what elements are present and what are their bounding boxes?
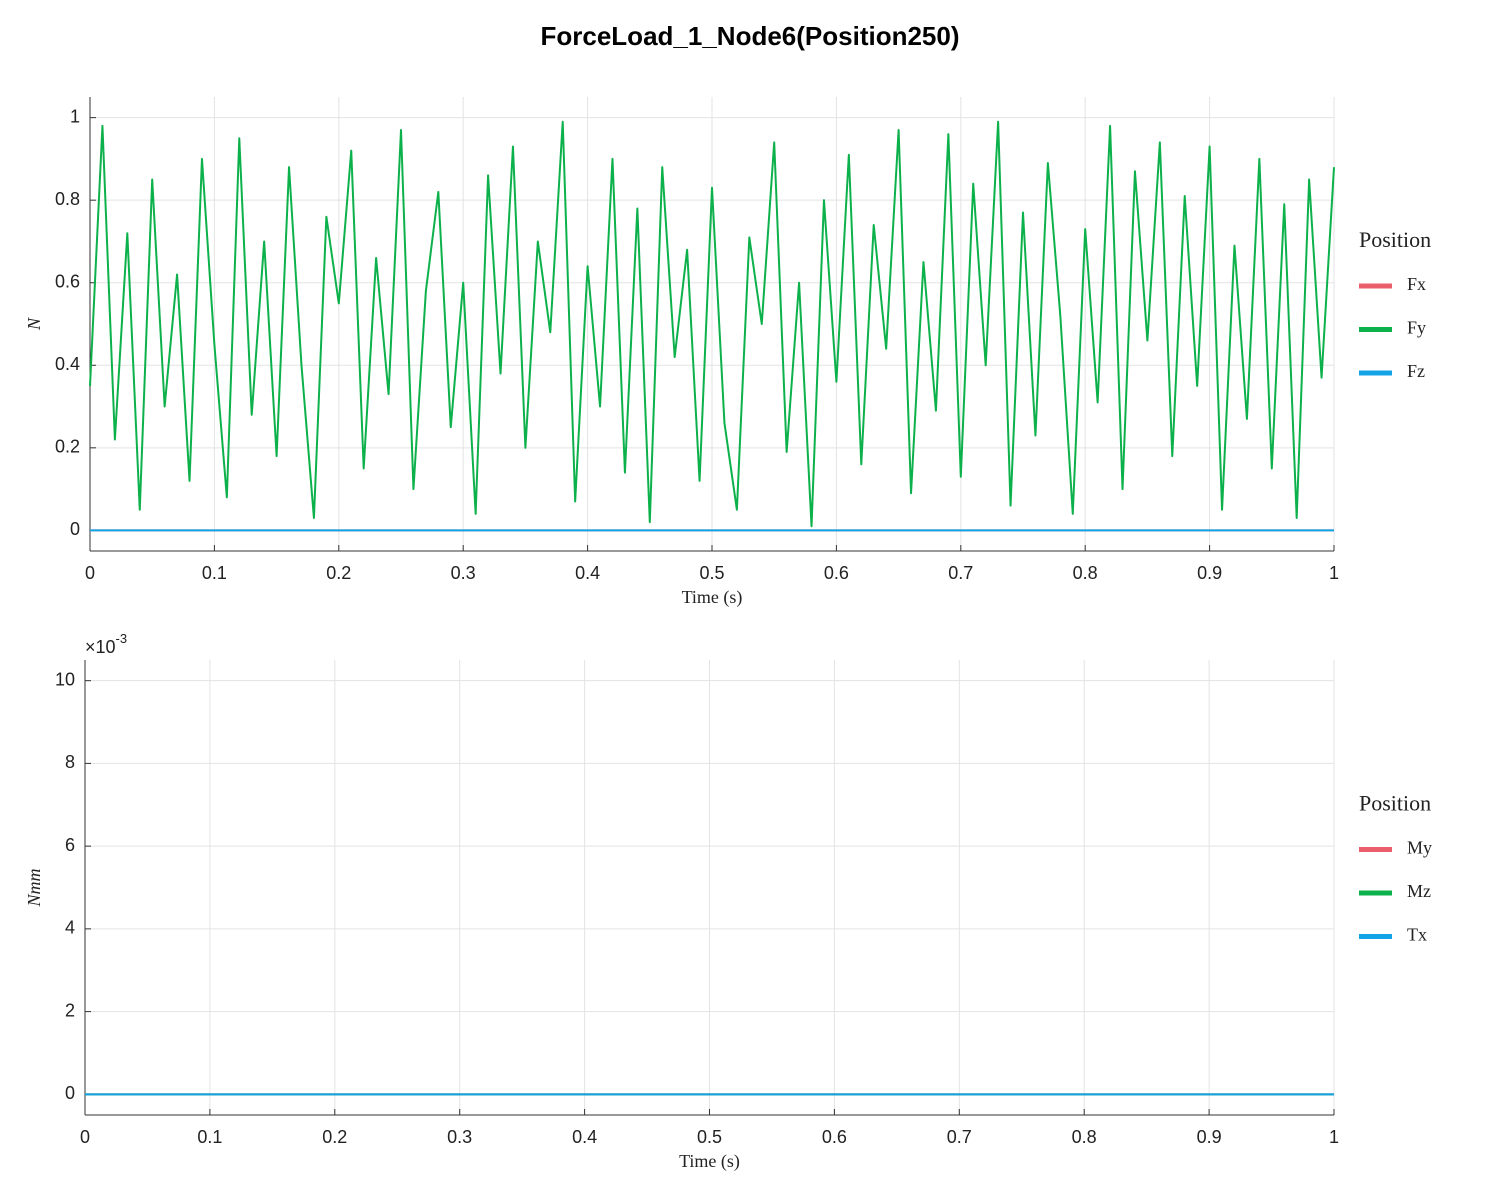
x-tick-label: 0.4 <box>575 563 600 583</box>
x-tick-label: 0.5 <box>697 1127 722 1147</box>
legend-title: Position <box>1359 791 1431 816</box>
x-tick-label: 0.2 <box>322 1127 347 1147</box>
y-tick-label: 2 <box>65 1000 75 1020</box>
x-tick-label: 1 <box>1329 1127 1339 1147</box>
y-axis-label: Nmm <box>24 868 44 907</box>
data-line <box>89 120 1335 528</box>
x-tick-label: 0.3 <box>447 1127 472 1147</box>
legend-label: Fz <box>1407 361 1425 381</box>
y-tick-label: 4 <box>65 918 75 938</box>
x-tick-label: 0.6 <box>824 563 849 583</box>
legend-label: Fy <box>1407 318 1426 338</box>
y-tick-label: 0.2 <box>55 437 80 457</box>
x-tick-label: 1 <box>1329 563 1339 583</box>
y-tick-label: 6 <box>65 835 75 855</box>
y-tick-label: 8 <box>65 752 75 772</box>
x-tick-label: 0.6 <box>822 1127 847 1147</box>
x-axis-label: Time (s) <box>682 587 743 608</box>
x-tick-label: 0 <box>80 1127 90 1147</box>
x-tick-label: 0.9 <box>1197 1127 1222 1147</box>
legend-label: Fx <box>1407 274 1426 294</box>
x-axis-label: Time (s) <box>679 1151 740 1172</box>
y-axis-label: N <box>24 317 44 331</box>
x-tick-label: 0.8 <box>1073 563 1098 583</box>
x-tick-label: 0.2 <box>326 563 351 583</box>
y-tick-label: 10 <box>55 669 75 689</box>
x-tick-label: 0.7 <box>947 1127 972 1147</box>
y-tick-label: 0 <box>70 519 80 539</box>
y-multiplier-exp: -3 <box>116 631 128 646</box>
y-tick-label: 0.8 <box>55 189 80 209</box>
x-tick-label: 0.9 <box>1197 563 1222 583</box>
x-tick-label: 0.1 <box>197 1127 222 1147</box>
y-tick-label: 0.6 <box>55 271 80 291</box>
y-tick-label: 0 <box>65 1083 75 1103</box>
legend-label: Mz <box>1407 881 1431 901</box>
x-tick-label: 0.4 <box>572 1127 597 1147</box>
y-tick-label: 1 <box>70 106 80 126</box>
x-tick-label: 0.7 <box>948 563 973 583</box>
y-multiplier: ×10-3 <box>85 631 127 656</box>
y-multiplier-base: ×10 <box>85 637 116 657</box>
x-tick-label: 0.1 <box>202 563 227 583</box>
legend-label: Tx <box>1407 925 1427 945</box>
legend-label: My <box>1407 838 1432 858</box>
x-tick-label: 0.8 <box>1072 1127 1097 1147</box>
legend-title: Position <box>1359 227 1431 252</box>
x-tick-label: 0.3 <box>451 563 476 583</box>
x-tick-label: 0 <box>85 563 95 583</box>
x-tick-label: 0.5 <box>699 563 724 583</box>
y-tick-label: 0.4 <box>55 354 80 374</box>
figure-title: ForceLoad_1_Node6(Position250) <box>541 21 960 51</box>
